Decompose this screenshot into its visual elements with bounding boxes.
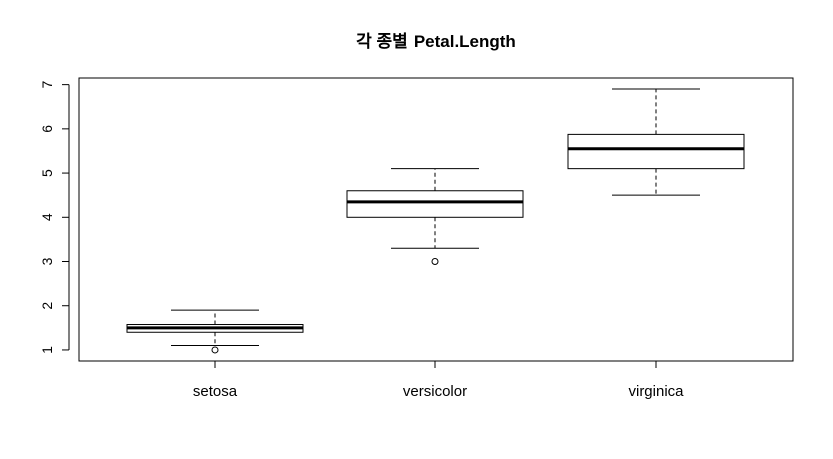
y-tick-label: 4 <box>39 213 55 221</box>
x-tick-label: setosa <box>193 383 238 400</box>
y-tick-label: 5 <box>39 169 55 177</box>
x-axis: setosa versicolor virginica <box>193 361 684 400</box>
outlier-point <box>211 346 219 354</box>
chart-title-main: Petal.Length <box>414 32 516 51</box>
box-group <box>126 88 745 354</box>
y-tick-label: 1 <box>39 346 55 354</box>
y-tick-label: 7 <box>39 81 55 89</box>
y-tick-label: 6 <box>39 125 55 133</box>
y-tick-label: 3 <box>39 257 55 265</box>
box-versicolor <box>346 168 524 266</box>
x-tick-label: virginica <box>628 383 684 400</box>
chart-title-prefix: 각 종별 <box>356 32 408 51</box>
x-tick-label: versicolor <box>403 383 467 400</box>
chart-title: 각 종별 Petal.Length <box>356 32 516 51</box>
box-virginica <box>567 88 745 196</box>
iqr-box <box>567 133 745 170</box>
y-axis: 1 2 3 4 5 6 7 <box>39 81 70 354</box>
outlier-point <box>431 258 439 266</box>
box-setosa <box>126 309 304 354</box>
iqr-box <box>346 190 524 218</box>
plot-frame <box>78 77 794 362</box>
y-tick-label: 2 <box>39 302 55 310</box>
